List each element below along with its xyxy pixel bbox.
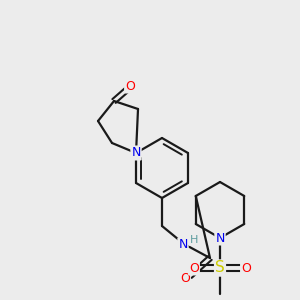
Text: O: O xyxy=(125,80,135,92)
Text: O: O xyxy=(241,262,251,275)
Text: N: N xyxy=(131,146,141,160)
Text: H: H xyxy=(190,235,198,245)
Text: S: S xyxy=(215,260,225,275)
Text: O: O xyxy=(189,262,199,275)
Text: O: O xyxy=(180,272,190,286)
Text: N: N xyxy=(178,238,188,251)
Text: N: N xyxy=(215,232,225,244)
